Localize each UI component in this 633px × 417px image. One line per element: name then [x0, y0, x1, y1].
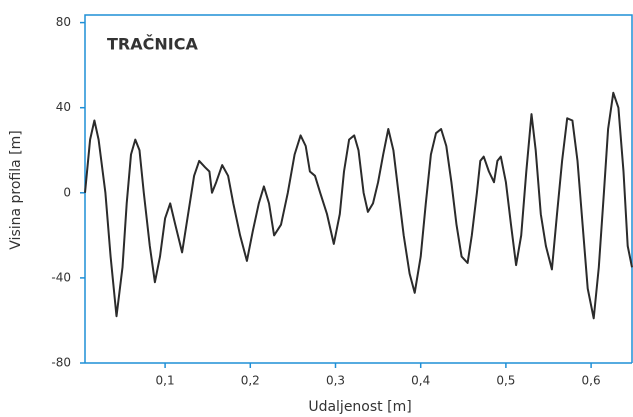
y-tick-label: -80 [51, 356, 71, 370]
x-tick-label: 0,2 [241, 374, 260, 388]
plot-frame [84, 14, 633, 363]
x-tick-label: 0,1 [156, 374, 175, 388]
x-tick-label: 0,6 [582, 374, 601, 388]
chart-title: TRAČNICA [107, 35, 198, 54]
x-tick-label: 0,3 [326, 374, 345, 388]
x-axis-label: Udaljenost [m] [308, 399, 411, 415]
y-tick-label: -40 [51, 270, 71, 284]
y-tick-label: 40 [56, 100, 71, 114]
y-axis-label: Visina profila [m] [8, 130, 24, 249]
x-tick-label: 0,5 [496, 374, 515, 388]
y-tick-label: 0 [63, 185, 71, 199]
y-tick-label: 80 [56, 15, 71, 29]
profile-line [84, 91, 633, 320]
x-tick-label: 0,4 [411, 374, 430, 388]
